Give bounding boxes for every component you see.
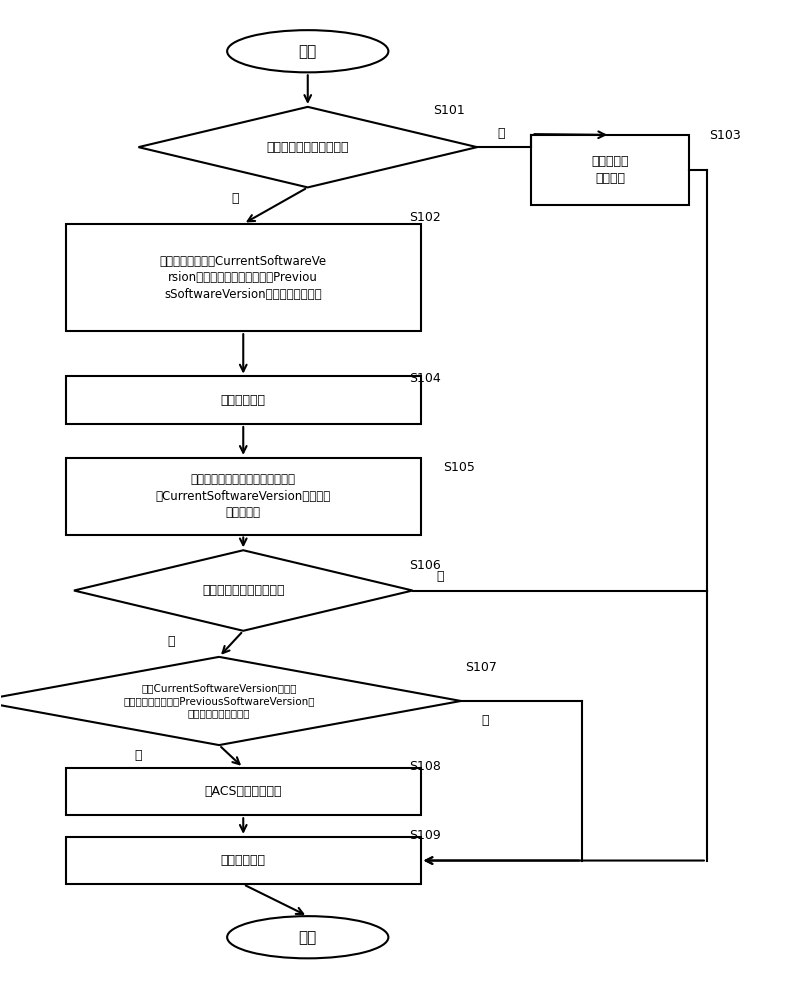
Text: 判断CurrentSoftwareVersion变量中
的软件版本号是否与PreviousSoftwareVersion变
量中的软件版本号一致: 判断CurrentSoftwareVersion变量中 的软件版本号是否与Pre… xyxy=(123,684,315,718)
Text: 开始: 开始 xyxy=(299,44,317,59)
Text: 否: 否 xyxy=(481,714,489,727)
Text: 是: 是 xyxy=(134,749,142,762)
Bar xyxy=(66,768,421,815)
Text: S103: S103 xyxy=(709,129,741,142)
Text: 是: 是 xyxy=(167,635,175,648)
Text: 是: 是 xyxy=(231,192,239,205)
Text: S109: S109 xyxy=(409,829,441,842)
Text: S102: S102 xyxy=(409,211,441,224)
Text: 判断新软件是否下载成功: 判断新软件是否下载成功 xyxy=(266,141,349,154)
Text: 结束: 结束 xyxy=(299,930,317,945)
Text: 以当前所安装软件的软件版本号更
新CurrentSoftwareVersion变量中的
软件版本号: 以当前所安装软件的软件版本号更 新CurrentSoftwareVersion变… xyxy=(155,473,331,519)
Bar xyxy=(66,458,421,535)
Text: 向ACS报告软件回退: 向ACS报告软件回退 xyxy=(205,785,282,798)
Text: S105: S105 xyxy=(443,461,475,474)
Text: S106: S106 xyxy=(409,559,441,572)
Bar xyxy=(66,224,421,331)
Bar xyxy=(532,135,688,205)
Text: 报告新软件
下载失败: 报告新软件 下载失败 xyxy=(591,155,629,185)
Text: 清除升级标志: 清除升级标志 xyxy=(221,854,265,867)
Text: 判断升级标志是否已设置: 判断升级标志是否已设置 xyxy=(202,584,285,597)
Text: S107: S107 xyxy=(465,661,497,674)
Text: S101: S101 xyxy=(433,104,464,117)
Text: S108: S108 xyxy=(409,760,441,773)
Text: S104: S104 xyxy=(409,372,441,385)
Text: 设置升级标志并以CurrentSoftwareVe
rsion变量中的软件版本号更新Previou
sSoftwareVersion变量的软件版本号: 设置升级标志并以CurrentSoftwareVe rsion变量中的软件版本号… xyxy=(159,255,327,301)
Bar xyxy=(66,837,421,884)
Bar xyxy=(66,376,421,424)
Text: 否: 否 xyxy=(437,570,444,583)
Text: 否: 否 xyxy=(498,127,505,140)
Text: 自动进行重启: 自动进行重启 xyxy=(221,394,265,407)
